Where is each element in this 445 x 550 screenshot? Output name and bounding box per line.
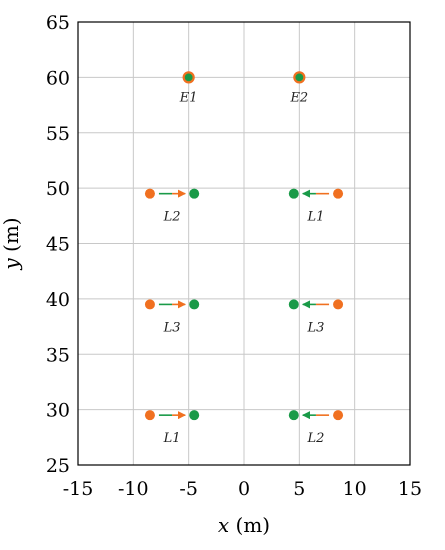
x-tick-label: 15	[398, 478, 422, 500]
start-point	[144, 299, 155, 310]
end-point	[288, 299, 299, 310]
emitter-point	[182, 71, 195, 84]
y-axis-title-var: y	[0, 258, 23, 271]
y-tick-label: 60	[46, 67, 70, 89]
end-point	[288, 410, 299, 421]
x-axis-title: x (m)	[218, 513, 270, 537]
end-point	[288, 188, 299, 199]
y-axis-title: y (m)	[0, 217, 23, 270]
x-tick-label: -15	[63, 478, 94, 500]
y-tick-label: 30	[46, 400, 70, 422]
y-tick-label: 55	[46, 123, 70, 145]
end-point	[189, 299, 200, 310]
y-tick-label: 45	[46, 234, 70, 256]
y-tick-label: 35	[46, 344, 70, 366]
move-label: L2	[306, 431, 324, 446]
emitter-label: E2	[289, 90, 308, 105]
y-tick-label: 65	[46, 12, 70, 34]
emitter-point	[293, 71, 306, 84]
move-label: L1	[163, 431, 181, 446]
emitter-label: E1	[179, 90, 198, 105]
x-tick-labels: -15 -10 -5 0 5 10 15	[63, 478, 422, 500]
move-label: L1	[306, 210, 324, 225]
y-tick-label: 40	[46, 289, 70, 311]
move-label: L2	[163, 210, 181, 225]
x-axis-title-var: x	[218, 513, 229, 537]
end-point	[189, 188, 200, 199]
y-tick-labels: 25 30 35 40 45 50 55 60 65	[46, 12, 70, 477]
start-point	[333, 299, 344, 310]
y-tick-label: 25	[46, 455, 70, 477]
plot-frame	[77, 21, 411, 466]
start-point	[333, 188, 344, 199]
x-tick-label: -5	[179, 478, 198, 500]
grid	[77, 21, 411, 466]
start-point	[144, 410, 155, 421]
y-axis-title-unit: (m)	[0, 217, 23, 258]
x-tick-label: -10	[118, 478, 149, 500]
x-tick-label: 0	[238, 478, 250, 500]
y-tick-label: 50	[46, 178, 70, 200]
end-point	[189, 410, 200, 421]
move-label: L3	[306, 320, 324, 335]
move-label: L3	[163, 320, 181, 335]
start-point	[144, 188, 155, 199]
x-axis-title-unit: (m)	[229, 513, 270, 537]
x-tick-label: 10	[343, 478, 367, 500]
data-marks: E1 E2 L2 L1 L3 L3 L1 L2	[144, 71, 344, 446]
start-point	[333, 410, 344, 421]
x-tick-label: 5	[293, 478, 305, 500]
